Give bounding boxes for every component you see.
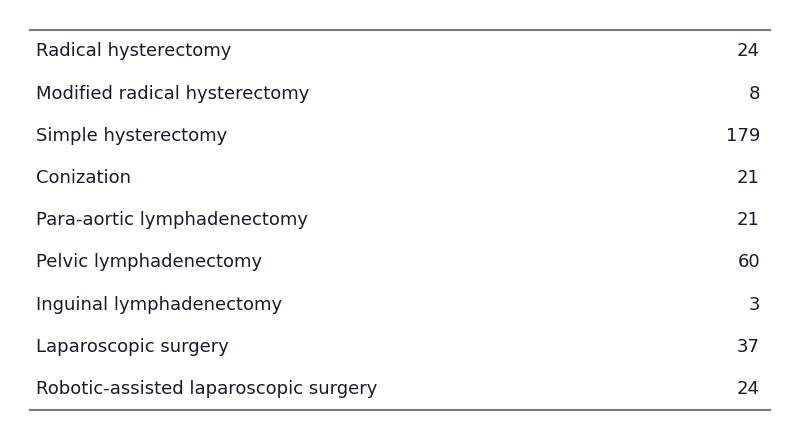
- Text: Pelvic lymphadenectomy: Pelvic lymphadenectomy: [36, 253, 262, 271]
- Text: Conization: Conization: [36, 169, 131, 187]
- Text: Robotic-assisted laparoscopic surgery: Robotic-assisted laparoscopic surgery: [36, 380, 378, 398]
- Text: 3: 3: [749, 296, 760, 314]
- Text: Simple hysterectomy: Simple hysterectomy: [36, 127, 227, 145]
- Text: 37: 37: [737, 338, 760, 356]
- Text: 24: 24: [737, 380, 760, 398]
- Text: 8: 8: [749, 85, 760, 103]
- Text: 60: 60: [738, 253, 760, 271]
- Text: Laparoscopic surgery: Laparoscopic surgery: [36, 338, 229, 356]
- Text: 179: 179: [726, 127, 760, 145]
- Text: Inguinal lymphadenectomy: Inguinal lymphadenectomy: [36, 296, 282, 314]
- Text: Radical hysterectomy: Radical hysterectomy: [36, 43, 231, 60]
- Text: Modified radical hysterectomy: Modified radical hysterectomy: [36, 85, 310, 103]
- Text: 24: 24: [737, 43, 760, 60]
- Text: 21: 21: [737, 169, 760, 187]
- Text: 21: 21: [737, 211, 760, 229]
- Text: Para-aortic lymphadenectomy: Para-aortic lymphadenectomy: [36, 211, 308, 229]
